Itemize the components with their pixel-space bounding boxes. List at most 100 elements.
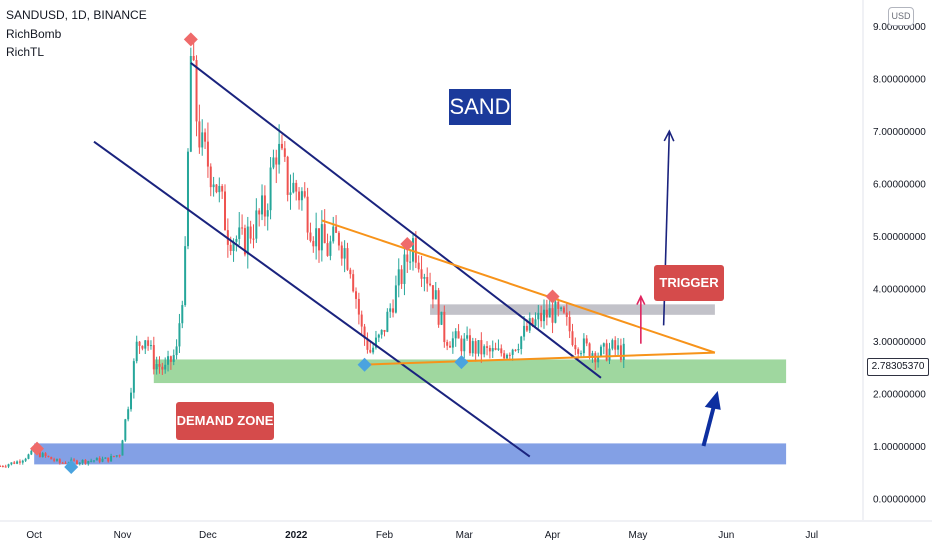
candle-body [50, 456, 53, 460]
candle-body [138, 341, 141, 346]
candle-body [224, 191, 227, 231]
candle-body [366, 338, 369, 350]
candle-body [460, 338, 463, 352]
currency-button[interactable]: USD [888, 7, 914, 26]
candle-body [84, 459, 87, 464]
candle-body [488, 347, 491, 352]
candle-body [16, 461, 19, 464]
candle-body [531, 318, 534, 326]
candle-body [520, 336, 523, 350]
candle-body [317, 228, 320, 251]
candle-body [309, 232, 312, 241]
candle-body [619, 345, 622, 360]
signal-marker-red [30, 441, 45, 456]
time-tick-label: Oct [26, 530, 42, 541]
candle-body [286, 156, 289, 195]
candle-body [383, 329, 386, 332]
candle-body [406, 254, 409, 262]
candle-body [64, 462, 67, 464]
candle-body [149, 345, 152, 347]
candle-body [605, 343, 608, 361]
candle-body [95, 457, 98, 461]
candle-body [597, 356, 600, 363]
candle-body [602, 343, 605, 347]
candle-body [599, 346, 602, 357]
candle-body [380, 329, 383, 335]
price-tick-label: 7.00000000 [873, 127, 926, 138]
candle-body [121, 440, 124, 456]
candle-body [283, 148, 286, 157]
candle-body [449, 345, 452, 348]
candle-body [58, 459, 61, 463]
candle-body [454, 331, 457, 339]
candle-body [562, 307, 565, 313]
candle-body [238, 227, 241, 240]
signal-marker-blue [454, 355, 469, 370]
signal-marker-red [400, 237, 415, 251]
candle-body [104, 457, 107, 459]
candle-body [115, 455, 118, 457]
candle-body [477, 340, 480, 354]
candle-body [90, 460, 93, 462]
candle-body [591, 353, 594, 358]
candle-body [374, 337, 377, 348]
candle-body [184, 246, 187, 306]
candle-body [241, 227, 244, 229]
price-tick-label: 5.00000000 [873, 232, 926, 243]
candle-body [457, 331, 460, 339]
time-tick-label: Nov [114, 530, 132, 541]
candle-body [443, 311, 446, 343]
candle-body [272, 157, 275, 168]
candle-body [480, 340, 483, 355]
candle-body [178, 323, 181, 347]
candle-body [38, 451, 41, 458]
candle-body [483, 346, 486, 355]
candle-body [135, 341, 138, 362]
time-axis: Oct Nov Dec 2022 Feb Mar Apr May Jun Jul [26, 530, 818, 541]
candle-body [127, 409, 130, 420]
indicator-richtl[interactable]: RichTL [6, 45, 45, 59]
candle-body [468, 335, 471, 354]
candle-body [4, 466, 7, 468]
candle-body [258, 210, 261, 215]
candle-body [534, 319, 537, 326]
candle-body [141, 345, 144, 349]
candle-body [269, 167, 272, 211]
signal-marker-red [183, 32, 198, 47]
candle-body [577, 349, 580, 354]
time-tick-label: Mar [456, 530, 474, 541]
price-tick-label: 8.00000000 [873, 75, 926, 86]
sand-title-box: SAND [449, 89, 511, 125]
candle-body [55, 459, 58, 461]
time-tick-label: 2022 [285, 530, 308, 541]
candle-body [474, 341, 477, 354]
candle-body [343, 248, 346, 259]
trigger-arrow-head [636, 294, 646, 305]
candle-body [218, 186, 221, 193]
candle-body [497, 348, 500, 350]
candle-body [463, 338, 466, 352]
candle-body [81, 459, 84, 463]
candle-body [312, 240, 315, 247]
candle-body [429, 283, 432, 286]
candle-body [195, 60, 198, 122]
candle-body [192, 56, 195, 61]
candle-body [400, 269, 403, 284]
candle-body [622, 343, 625, 360]
base-zone [34, 443, 787, 465]
candle-body [107, 457, 110, 462]
candle-body [221, 186, 224, 192]
candle-body [78, 462, 81, 465]
candle-body [252, 238, 255, 240]
signal-marker-red [545, 289, 560, 304]
candle-body [340, 245, 343, 259]
target-arrow-head [663, 129, 675, 142]
candle-body [329, 241, 332, 256]
price-tick-label: 6.00000000 [873, 180, 926, 191]
indicator-richbomb[interactable]: RichBomb [6, 27, 62, 41]
candle-body [112, 455, 115, 457]
candle-body [323, 224, 326, 244]
candle-body [397, 269, 400, 286]
candle-body [588, 343, 591, 358]
candle-body [491, 348, 494, 352]
